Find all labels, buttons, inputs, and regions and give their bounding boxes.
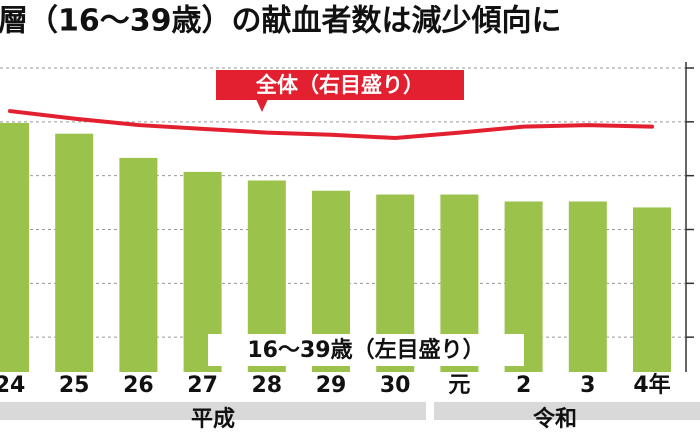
chart-title: 層（16〜39歳）の献血者数は減少傾向に <box>0 4 562 39</box>
x-tick-label: 4年 <box>633 372 670 398</box>
bar <box>119 157 158 391</box>
line-layer <box>8 109 654 140</box>
x-tick-label: 27 <box>187 373 218 398</box>
x-tick-label: 30 <box>380 373 411 398</box>
bar <box>633 207 671 391</box>
x-tick-label: 2 <box>516 373 531 398</box>
annotation-text: 16〜39歳（左目盛り） <box>247 337 484 363</box>
x-tick-label: 25 <box>59 373 90 398</box>
annotation-box <box>216 70 464 100</box>
era-label: 令和 <box>533 406 577 432</box>
annotation-total: 全体（右目盛り） <box>216 70 464 112</box>
x-tick-label: 元 <box>448 373 470 398</box>
annotation-text: 全体（右目盛り） <box>255 73 424 97</box>
bar <box>568 201 607 391</box>
era-label: 平成 <box>191 407 235 432</box>
x-tick-label: 28 <box>251 373 282 398</box>
annotation-box <box>208 334 524 366</box>
x-tick-label: 3 <box>580 373 595 398</box>
x-tick-label: 26 <box>123 373 154 398</box>
line <box>8 109 654 140</box>
bar <box>0 122 29 391</box>
era-band <box>0 402 426 420</box>
x-tick-label: 24 <box>0 373 25 398</box>
annotation-young: 16〜39歳（左目盛り） <box>208 334 524 366</box>
bar <box>55 133 94 391</box>
x-tick-label: 29 <box>316 373 347 398</box>
era-band <box>434 402 700 420</box>
annotation-pointer <box>256 99 268 112</box>
